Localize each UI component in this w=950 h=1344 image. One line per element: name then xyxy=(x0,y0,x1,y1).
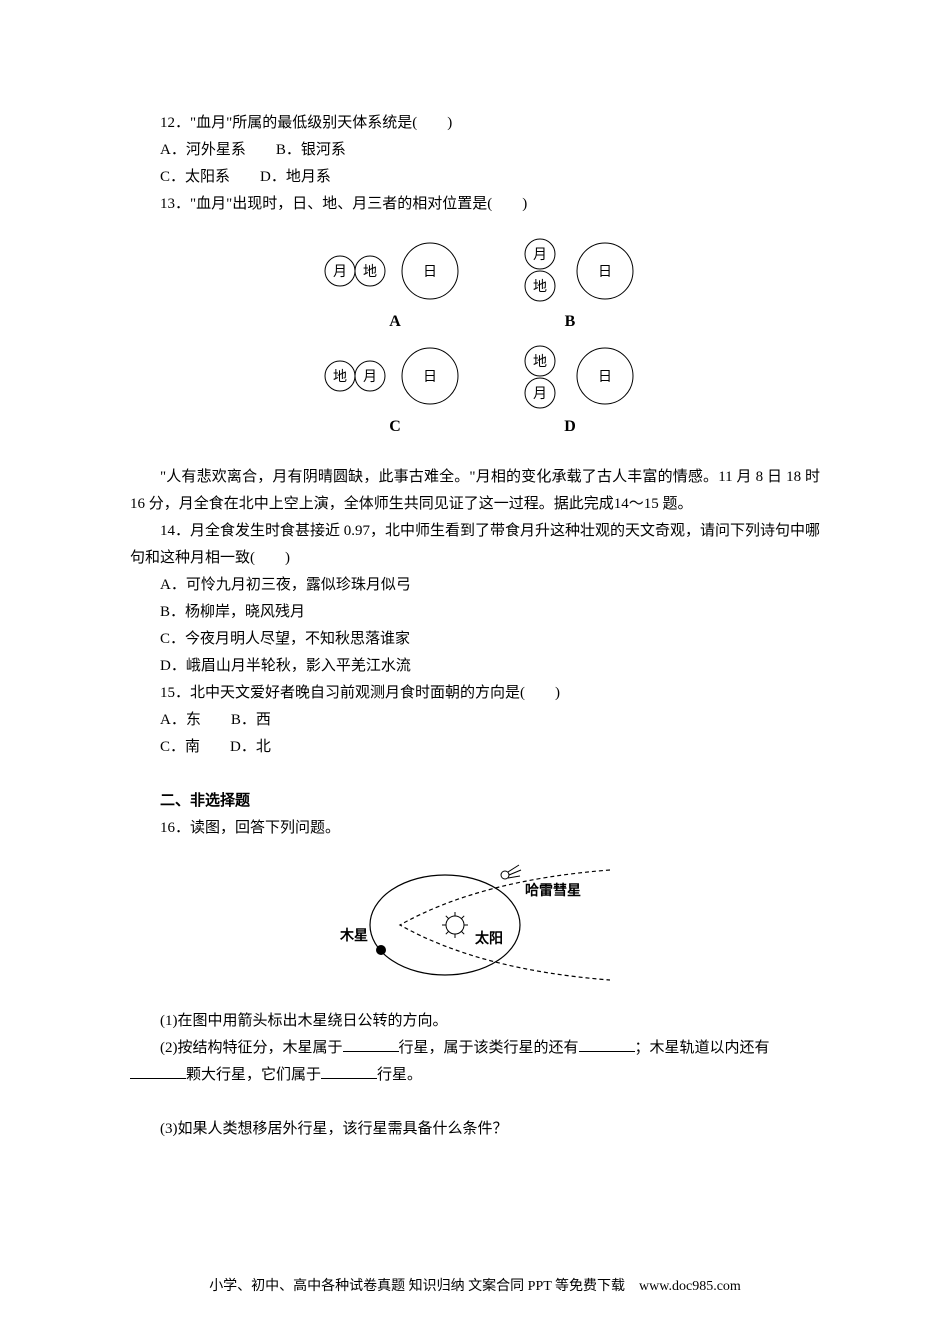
q16-p2e: 行星。 xyxy=(377,1067,422,1083)
label-A: A xyxy=(389,313,401,330)
label-sun: 太阳 xyxy=(475,930,503,947)
label-ri-d: 日 xyxy=(598,370,612,385)
q15-ab: A．东 B．西 xyxy=(130,707,820,734)
label-jupiter: 木星 xyxy=(339,927,368,944)
q14-d: D．峨眉山月半轮秋，影入平羌江水流 xyxy=(130,653,820,680)
blank-2[interactable] xyxy=(579,1036,635,1052)
q16-p2b: 行星，属于该类行星的还有 xyxy=(399,1040,579,1056)
label-di-c: 地 xyxy=(333,369,347,385)
label-di: 地 xyxy=(363,264,377,280)
label-di-b: 地 xyxy=(533,279,547,295)
q12-options-cd: C．太阳系 D．地月系 xyxy=(130,164,820,191)
q16-text: 16．读图，回答下列问题。 xyxy=(130,815,820,842)
diagram-abcd: 月 地 日 A 月 地 日 B 地 xyxy=(130,226,820,456)
q16-p2: (2)按结构特征分，木星属于 行星，属于该类行星的还有 ；木星轨道以内还有颗大行星，… xyxy=(130,1035,820,1089)
q16-p2d: 颗大行星，它们属于 xyxy=(186,1067,321,1083)
diagram-orbits: 太阳 木星 哈雷彗星 xyxy=(130,850,820,1000)
passage-text: "人有悲欢离合，月有阴晴圆缺，此事古难全。"月相的变化承载了古人丰富的情感。11… xyxy=(130,464,820,518)
q12-text: 12．"血月"所属的最低级别天体系统是( ) xyxy=(130,110,820,137)
section2-heading: 二、非选择题 xyxy=(130,788,820,815)
q15-text: 15．北中天文爱好者晚自习前观测月食时面朝的方向是( ) xyxy=(130,680,820,707)
q16-p2a: (2)按结构特征分，木星属于 xyxy=(160,1040,343,1056)
label-yue: 月 xyxy=(333,264,347,280)
q16-p1: (1)在图中用箭头标出木星绕日公转的方向。 xyxy=(130,1008,820,1035)
q16-p2c: ；木星轨道以内还有 xyxy=(635,1040,770,1056)
label-yue-c: 月 xyxy=(363,369,377,385)
label-yue-b: 月 xyxy=(533,247,547,263)
label-ri-b: 日 xyxy=(598,265,612,280)
label-ri: 日 xyxy=(423,265,437,280)
label-ri-c: 日 xyxy=(423,370,437,385)
blank-1[interactable] xyxy=(343,1036,399,1052)
label-di-d: 地 xyxy=(533,354,547,370)
label-yue-d: 月 xyxy=(533,386,547,402)
label-D: D xyxy=(564,418,576,435)
q14-text: 14．月全食发生时食甚接近 0.97，北中师生看到了带食月升这种壮观的天文奇观，… xyxy=(130,518,820,572)
blank-3[interactable] xyxy=(130,1063,186,1079)
page-footer: 小学、初中、高中各种试卷真题 知识归纳 文案合同 PPT 等免费下载 www.d… xyxy=(0,1274,950,1299)
label-C: C xyxy=(389,418,401,435)
q13-text: 13．"血月"出现时，日、地、月三者的相对位置是( ) xyxy=(130,191,820,218)
q14-a: A．可怜九月初三夜，露似珍珠月似弓 xyxy=(130,572,820,599)
label-B: B xyxy=(565,313,576,330)
q12-options-ab: A．河外星系 B．银河系 xyxy=(130,137,820,164)
q14-c: C．今夜月明人尽望，不知秋思落谁家 xyxy=(130,626,820,653)
q15-cd: C．南 D．北 xyxy=(130,734,820,761)
page: 12．"血月"所属的最低级别天体系统是( ) A．河外星系 B．银河系 C．太阳… xyxy=(0,0,950,1344)
blank-4[interactable] xyxy=(321,1063,377,1079)
q14-b: B．杨柳岸，晓风残月 xyxy=(130,599,820,626)
q16-p3: (3)如果人类想移居外行星，该行星需具备什么条件？ xyxy=(130,1116,820,1143)
label-comet: 哈雷彗星 xyxy=(525,882,581,899)
